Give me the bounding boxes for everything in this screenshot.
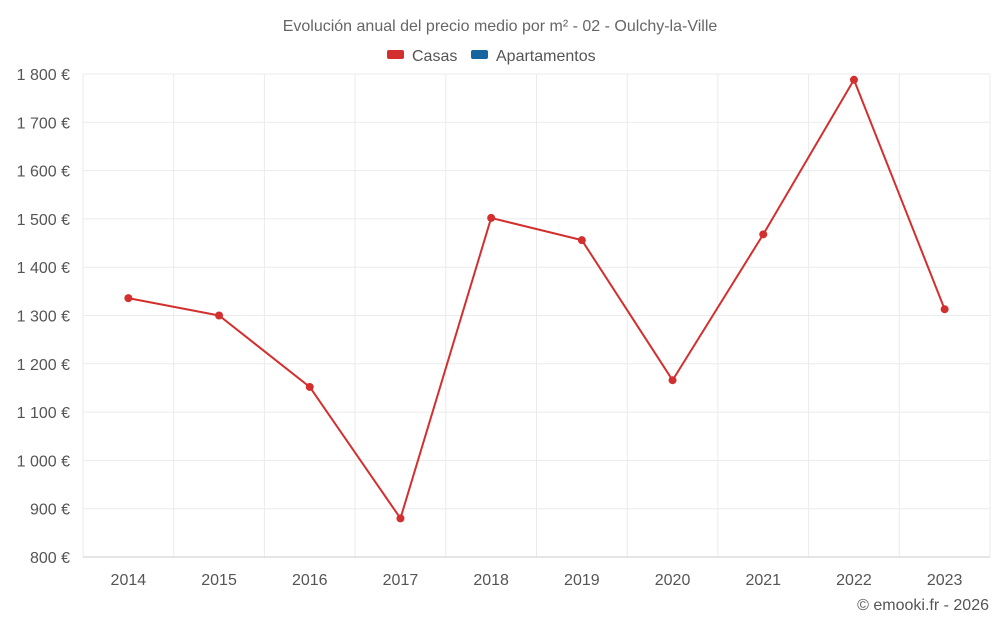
legend-item-casas[interactable]: Casas <box>387 48 457 65</box>
data-point[interactable] <box>215 311 224 320</box>
data-point[interactable] <box>124 294 133 303</box>
x-tick-label: 2023 <box>927 572 963 589</box>
x-axis-ticks: 2014 2015 2016 2017 2018 2019 2020 2021 2022 2023 <box>111 572 963 589</box>
y-axis-ticks: 800 € 900 € 1 000 € 1 100 € 1 200 € 1 300 € 1 … <box>17 67 70 567</box>
x-tick-label: 2018 <box>473 572 509 589</box>
series-line-casas <box>128 78 946 520</box>
y-tick-label: 1 300 € <box>17 309 70 326</box>
x-tick-label: 2019 <box>564 572 600 589</box>
data-point[interactable] <box>849 75 858 84</box>
data-point[interactable] <box>305 382 314 391</box>
y-tick-label: 1 600 € <box>17 164 70 181</box>
legend-label-apartamentos: Apartamentos <box>496 48 596 65</box>
legend-swatch-casas <box>387 50 404 59</box>
y-tick-label: 1 100 € <box>17 405 70 422</box>
legend-item-apartamentos[interactable]: Apartamentos <box>471 48 596 65</box>
data-point[interactable] <box>487 213 496 222</box>
x-tick-label: 2014 <box>111 572 147 589</box>
y-tick-label: 1 700 € <box>17 115 70 132</box>
legend-label-casas: Casas <box>412 48 457 65</box>
y-tick-label: 1 800 € <box>17 67 70 84</box>
y-tick-label: 1 200 € <box>17 357 70 374</box>
x-tick-label: 2021 <box>745 572 781 589</box>
series-casas <box>124 75 949 523</box>
x-tick-label: 2017 <box>383 572 419 589</box>
x-tick-label: 2020 <box>655 572 691 589</box>
y-tick-label: 1 000 € <box>17 453 70 470</box>
x-tick-label: 2015 <box>201 572 237 589</box>
legend: Casas Apartamentos <box>387 48 596 65</box>
data-point[interactable] <box>668 376 677 385</box>
legend-swatch-apartamentos <box>471 50 488 59</box>
credit: © emooki.fr - 2026 <box>857 597 989 614</box>
y-tick-label: 1 500 € <box>17 212 70 229</box>
data-point[interactable] <box>577 236 586 245</box>
x-tick-label: 2022 <box>836 572 872 589</box>
y-tick-label: 800 € <box>30 550 70 567</box>
data-point[interactable] <box>759 230 768 239</box>
data-point[interactable] <box>940 305 949 314</box>
chart-title: Evolución anual del precio medio por m² … <box>283 18 718 35</box>
grid <box>82 73 991 557</box>
y-tick-label: 900 € <box>30 502 70 519</box>
data-point[interactable] <box>396 514 405 523</box>
x-tick-label: 2016 <box>292 572 328 589</box>
y-tick-label: 1 400 € <box>17 260 70 277</box>
